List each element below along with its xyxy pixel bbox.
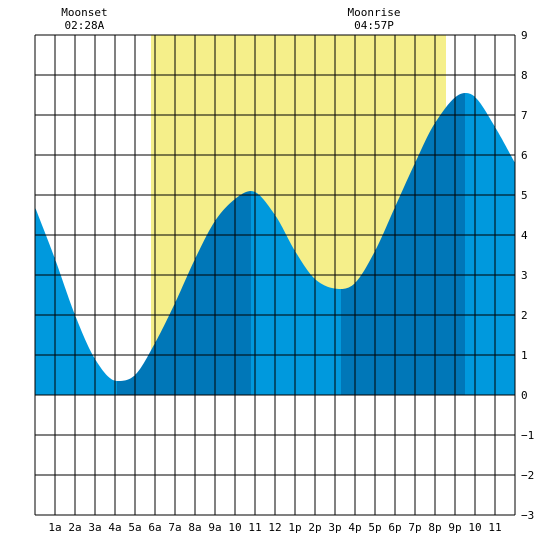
tide-segment (341, 93, 465, 395)
x-tick-label: 1p (288, 521, 301, 534)
y-tick-label: 6 (521, 149, 528, 162)
y-tick-label: 3 (521, 269, 528, 282)
tide-segment (117, 191, 251, 395)
x-tick-label: 2a (68, 521, 81, 534)
y-axis-ticks: 9 8 7 6 5 4 3 2 1 0 −1 −2 −3 (521, 29, 534, 522)
x-tick-label: 3p (328, 521, 341, 534)
x-tick-label: 7p (408, 521, 421, 534)
tide-segment (251, 191, 341, 395)
moon-event-time: 04:57P (354, 19, 394, 32)
x-axis-ticks: 1a 2a 3a 4a 5a 6a 7a 8a 9a 10 11 12 1p 2p 3p 4p 5p 6p 7p 8p… (48, 521, 501, 534)
y-tick-label: 1 (521, 349, 528, 362)
x-tick-label: 4a (108, 521, 121, 534)
x-tick-label: 5a (128, 521, 141, 534)
x-tick-label: 2p (308, 521, 321, 534)
y-tick-label: 0 (521, 389, 528, 402)
x-tick-label: 7a (168, 521, 181, 534)
x-tick-label: 4p (348, 521, 361, 534)
x-tick-label: 8p (428, 521, 441, 534)
y-tick-label: 2 (521, 309, 528, 322)
x-tick-label: 6p (388, 521, 401, 534)
x-tick-label: 5p (368, 521, 381, 534)
x-tick-label: 1a (48, 521, 61, 534)
x-tick-label: 9a (208, 521, 221, 534)
tide-series (35, 93, 515, 395)
x-tick-label: 12 (268, 521, 281, 534)
y-tick-label: −1 (521, 429, 534, 442)
x-tick-label: 8a (188, 521, 201, 534)
x-tick-label: 6a (148, 521, 161, 534)
y-tick-label: −2 (521, 469, 534, 482)
x-tick-label: 11 (488, 521, 501, 534)
moon-event-label: Moonrise (348, 6, 401, 19)
y-tick-label: 7 (521, 109, 528, 122)
x-tick-label: 11 (248, 521, 261, 534)
y-tick-label: 4 (521, 229, 528, 242)
y-tick-label: 8 (521, 69, 528, 82)
grid (34, 34, 516, 516)
y-tick-label: 5 (521, 189, 528, 202)
moon-event-label: Moonset (61, 6, 107, 19)
x-tick-label: 9p (448, 521, 461, 534)
x-tick-label: 10 (468, 521, 481, 534)
tide-segment (465, 93, 515, 395)
x-tick-label: 3a (88, 521, 101, 534)
x-tick-label: 10 (228, 521, 241, 534)
y-tick-label: −3 (521, 509, 534, 522)
y-tick-label: 9 (521, 29, 528, 42)
tide-segment (35, 207, 117, 395)
moon-event-time: 02:28A (65, 19, 105, 32)
